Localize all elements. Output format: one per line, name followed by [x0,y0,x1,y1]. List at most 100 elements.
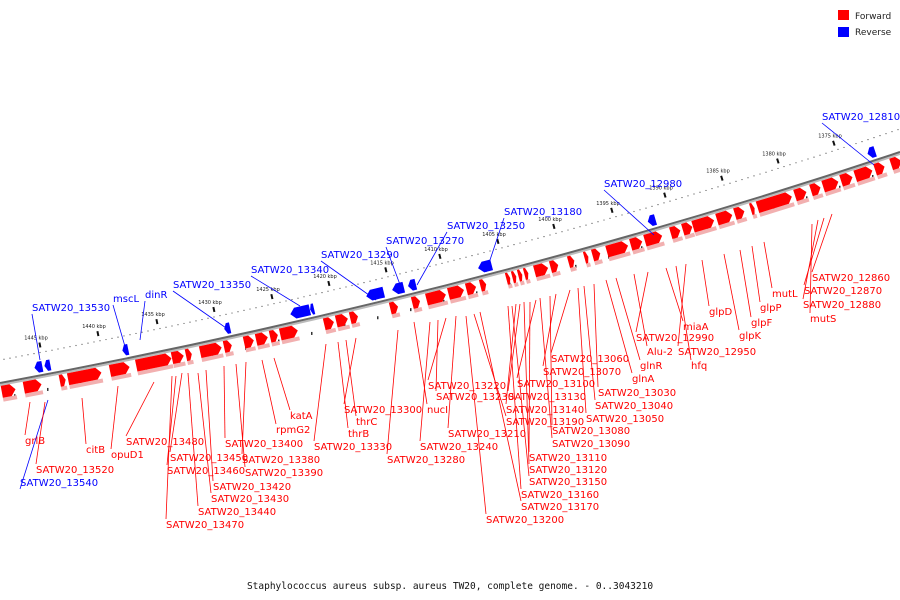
gene-label-satw20_13180[interactable]: SATW20_13180 [504,207,582,218]
gene-label-satw20_13140[interactable]: SATW20_13140 [506,405,584,416]
gene-label-satw20_13230[interactable]: SATW20_13230 [436,392,514,403]
forward-gene-arrow[interactable] [809,182,822,197]
gene-label-satw20_13400[interactable]: SATW20_13400 [225,439,303,450]
gene-label-satw20_13050[interactable]: SATW20_13050 [586,414,664,425]
gene-label-mscl[interactable]: mscL [113,294,139,305]
gene-label-satw20_13190[interactable]: SATW20_13190 [506,417,584,428]
forward-gene-arrow[interactable] [873,161,886,176]
reverse-gene-arrow[interactable] [43,359,52,371]
gene-label-satw20_13350[interactable]: SATW20_13350 [173,280,251,291]
gene-label-satw20_13290[interactable]: SATW20_13290 [321,250,399,261]
forward-gene-arrow[interactable] [582,251,590,264]
reverse-gene-arrow[interactable] [866,146,877,159]
forward-gene-arrow[interactable] [510,271,518,284]
gene-label-satw20_13480[interactable]: SATW20_13480 [126,437,204,448]
gene-label-satw20_13420[interactable]: SATW20_13420 [213,482,291,493]
gene-label-citb[interactable]: citB [86,445,105,456]
gene-label-satw20_13120[interactable]: SATW20_13120 [529,465,607,476]
gene-label-satw20_13390[interactable]: SATW20_13390 [245,468,323,479]
gene-label-glpd[interactable]: glpD [709,307,732,318]
gene-label-glna[interactable]: glnA [632,374,654,385]
reverse-gene-arrow[interactable] [289,304,312,319]
gene-label-satw20_12980[interactable]: SATW20_12980 [604,179,682,190]
gene-label-satw20_12860[interactable]: SATW20_12860 [812,273,890,284]
forward-gene-arrow[interactable] [643,230,664,247]
forward-gene-arrow[interactable] [388,301,400,315]
gene-label-glnr[interactable]: glnR [640,361,662,372]
forward-gene-arrow[interactable] [108,361,131,377]
forward-gene-arrow[interactable] [715,209,734,226]
forward-gene-arrow[interactable] [478,278,488,292]
reverse-gene-arrow[interactable] [407,278,418,292]
forward-gene-arrow[interactable] [889,155,900,171]
gene-label-satw20_13030[interactable]: SATW20_13030 [598,388,676,399]
gene-label-satw20_13470[interactable]: SATW20_13470 [166,520,244,531]
forward-gene-arrow[interactable] [590,248,602,262]
gene-label-satw20_12990[interactable]: SATW20_12990 [636,333,714,344]
forward-gene-arrow[interactable] [446,284,465,300]
forward-gene-arrow[interactable] [184,348,193,362]
gene-label-muts[interactable]: mutS [810,314,836,325]
reverse-gene-arrow[interactable] [33,360,44,373]
gene-label-satw20_13450[interactable]: SATW20_13450 [170,453,248,464]
reverse-gene-arrow[interactable] [121,343,130,356]
forward-gene-arrow[interactable] [669,225,682,240]
gene-label-satw20_13110[interactable]: SATW20_13110 [529,453,607,464]
gene-label-satw20_13250[interactable]: SATW20_13250 [447,221,525,232]
forward-gene-arrow[interactable] [793,186,808,202]
gene-label-nuci[interactable]: nucI [427,405,448,416]
forward-gene-arrow[interactable] [322,316,335,331]
gene-label-miaa[interactable]: miaA [683,322,709,333]
gene-label-satw20_13280[interactable]: SATW20_13280 [387,455,465,466]
forward-gene-arrow[interactable] [410,295,422,309]
gene-label-satw20_13530[interactable]: SATW20_13530 [32,303,110,314]
reverse-gene-arrow[interactable] [365,286,386,302]
gene-label-satw20_13170[interactable]: SATW20_13170 [521,502,599,513]
gene-label-satw20_13440[interactable]: SATW20_13440 [198,507,276,518]
gene-label-glpk[interactable]: glpK [739,331,761,342]
gene-label-satw20_13340[interactable]: SATW20_13340 [251,265,329,276]
forward-gene-arrow[interactable] [516,269,524,282]
forward-gene-arrow[interactable] [464,281,478,296]
gene-label-grlb[interactable]: grlB [25,436,45,447]
gene-label-satw20_13520[interactable]: SATW20_13520 [36,465,114,476]
forward-gene-arrow[interactable] [566,255,576,269]
forward-gene-arrow[interactable] [66,367,103,386]
gene-label-satw20_12880[interactable]: SATW20_12880 [803,300,881,311]
gene-label-satw20_13080[interactable]: SATW20_13080 [552,426,630,437]
gene-label-thrb[interactable]: thrB [348,429,369,440]
forward-gene-arrow[interactable] [548,259,560,273]
forward-gene-arrow[interactable] [533,262,550,278]
reverse-gene-arrow[interactable] [477,259,494,273]
forward-gene-arrow[interactable] [134,352,173,372]
gene-label-glpf[interactable]: glpF [751,318,772,329]
gene-label-satw20_13130[interactable]: SATW20_13130 [508,392,586,403]
forward-gene-arrow[interactable] [748,202,756,216]
gene-label-kata[interactable]: katA [290,411,313,422]
forward-gene-arrow[interactable] [733,206,746,220]
forward-gene-arrow[interactable] [334,313,349,328]
forward-gene-arrow[interactable] [821,176,840,193]
gene-label-satw20_13220[interactable]: SATW20_13220 [428,381,506,392]
forward-gene-arrow[interactable] [853,165,874,182]
gene-label-satw20_13100[interactable]: SATW20_13100 [517,379,595,390]
gene-label-satw20_13070[interactable]: SATW20_13070 [543,367,621,378]
gene-label-satw20_13330[interactable]: SATW20_13330 [314,442,392,453]
forward-gene-arrow[interactable] [755,191,794,213]
gene-label-satw20_13040[interactable]: SATW20_13040 [595,401,673,412]
forward-gene-arrow[interactable] [170,350,185,365]
forward-gene-arrow[interactable] [348,310,360,325]
gene-label-satw20_12950[interactable]: SATW20_12950 [678,347,756,358]
forward-gene-arrow[interactable] [58,374,67,387]
gene-label-hfq[interactable]: hfq [691,361,707,372]
forward-gene-arrow[interactable] [425,289,447,306]
forward-gene-arrow[interactable] [242,335,255,349]
gene-label-opud1[interactable]: opuD1 [111,450,144,461]
forward-gene-arrow[interactable] [691,215,716,233]
forward-gene-arrow[interactable] [0,383,17,398]
reverse-gene-arrow[interactable] [223,322,232,334]
forward-gene-arrow[interactable] [198,342,223,359]
gene-label-mutl[interactable]: mutL [772,289,798,300]
gene-label-glpp[interactable]: glpP [760,303,782,314]
forward-gene-arrow[interactable] [681,221,694,236]
